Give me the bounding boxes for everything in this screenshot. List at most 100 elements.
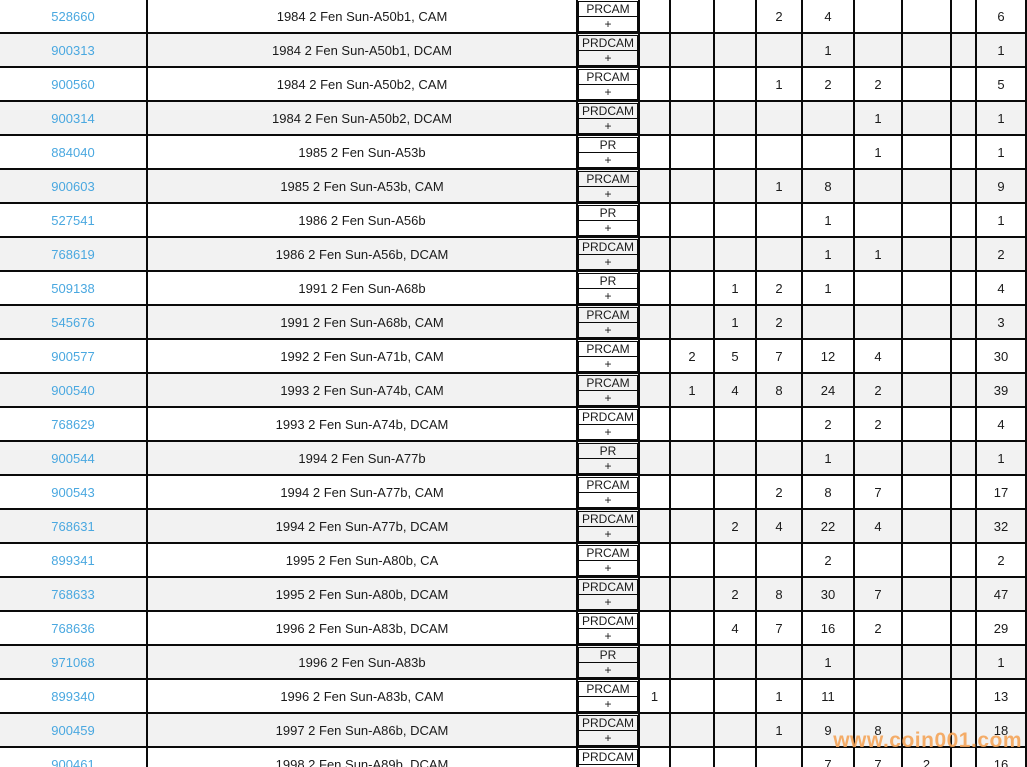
coin-id-link[interactable]: 900461 [51,756,95,767]
count-cell [638,644,671,680]
count-cell [755,202,803,238]
grade-box: PRCAM + [579,341,637,371]
coin-id-link[interactable]: 884040 [51,144,95,160]
count-cell: 8 [755,576,803,612]
coin-id-link[interactable]: 900543 [51,484,95,500]
grade-box: PRDCAM+ [579,239,637,269]
count-cell [950,678,977,714]
count-cell [638,134,671,170]
grade-cell: PRCAM + [576,474,640,510]
count-cell [669,168,715,204]
count-cell: 2 [801,66,855,102]
grade-box: PRCAM + [579,681,637,711]
count-cell [901,134,952,170]
count-cell [713,406,757,442]
coin-id-cell: 900543 [0,474,148,510]
grade-label: PR [579,206,637,221]
total-cell: 6 [975,0,1027,34]
count-cell [950,32,977,68]
coin-id-link[interactable]: 900540 [51,382,95,398]
coin-id-link[interactable]: 768631 [51,518,95,534]
count-cell [713,678,757,714]
coin-id-cell: 768636 [0,610,148,646]
coin-id-link[interactable]: 900544 [51,450,95,466]
table-row: 900459 1997 2 Fen Sun-A86b, DCAM PRDCAM +1 9… [0,712,1027,748]
count-cell [755,100,803,136]
count-cell [801,134,855,170]
coin-id-cell: 900577 [0,338,148,374]
coin-id-link[interactable]: 528660 [51,8,95,24]
grade-plus-label: + [604,662,612,677]
coin-id-link[interactable]: 545676 [51,314,95,330]
count-cell [638,712,671,748]
coin-id-link[interactable]: 768636 [51,620,95,636]
grade-cell: PRDCAM+ [576,576,640,612]
count-cell [755,134,803,170]
count-cell [950,236,977,272]
table-row: 900314 1984 2 Fen Sun-A50b2, DCAM PRDCAM +1… [0,100,1027,136]
count-cell: 4 [713,372,757,408]
count-cell [950,270,977,306]
grade-box: PRCAM + [579,171,637,201]
table-row: 528660 1984 2 Fen Sun-A50b1, CAM PRCAM +2 4 6 [0,0,1027,34]
coin-id-link[interactable]: 900560 [51,76,95,92]
count-cell: 7 [853,576,903,612]
count-cell [950,202,977,238]
grade-plus-label: + [579,765,637,767]
grade-label: PRDCAM [579,580,637,595]
grade-box: PRCAM + [579,69,637,99]
total-cell: 4 [975,270,1027,306]
total-cell: 16 [975,746,1027,767]
count-cell [853,32,903,68]
grade-label: PRDCAM [579,512,637,527]
count-cell: 30 [801,576,855,612]
total-cell: 1 [975,440,1027,476]
coin-description-cell: 1984 2 Fen Sun-A50b1, CAM [146,0,578,34]
total-cell: 4 [975,406,1027,442]
coin-id-link[interactable]: 509138 [51,280,95,296]
count-cell [669,236,715,272]
coin-id-link[interactable]: 527541 [51,212,95,228]
coin-description-cell: 1992 2 Fen Sun-A71b, CAM [146,338,578,374]
count-cell [713,746,757,767]
total-cell: 29 [975,610,1027,646]
grade-plus-label: + [604,458,612,473]
coin-id-link[interactable]: 768629 [51,416,95,432]
coin-id-link[interactable]: 768619 [51,246,95,262]
coin-id-cell: 768633 [0,576,148,612]
total-cell: 1 [975,32,1027,68]
grade-label: PR [579,444,637,459]
grade-cell: PRCAM + [576,0,640,34]
grade-cell: PRCAM + [576,66,640,102]
coin-id-link[interactable]: 900314 [51,110,95,126]
count-cell [950,610,977,646]
count-cell [853,644,903,680]
total-cell: 18 [975,712,1027,748]
grade-box: PRDCAM+ [579,103,637,133]
grade-label: PRDCAM [579,36,637,51]
grade-cell: PRCAM + [576,168,640,204]
count-cell [638,406,671,442]
grade-cell: PRDCAM+ [576,746,640,767]
coin-id-link[interactable]: 900577 [51,348,95,364]
coin-id-cell: 899340 [0,678,148,714]
coin-description-cell: 1995 2 Fen Sun-A80b, CA [146,542,578,578]
count-cell: 1 [801,202,855,238]
grade-box: PR + [579,647,637,677]
coin-id-link[interactable]: 899340 [51,688,95,704]
count-cell [755,32,803,68]
count-cell [669,32,715,68]
grade-label: PRCAM [579,546,637,561]
coin-id-link[interactable]: 971068 [51,654,95,670]
table-row: 884040 1985 2 Fen Sun-A53b PR +1 1 [0,134,1027,170]
coin-id-link[interactable]: 900459 [51,722,95,738]
coin-id-link[interactable]: 768633 [51,586,95,602]
coin-id-link[interactable]: 899341 [51,552,95,568]
grade-label: PRCAM [579,172,637,187]
count-cell [713,440,757,476]
count-cell: 4 [713,610,757,646]
coin-id-link[interactable]: 900603 [51,178,95,194]
count-cell [713,168,757,204]
coin-id-link[interactable]: 900313 [51,42,95,58]
